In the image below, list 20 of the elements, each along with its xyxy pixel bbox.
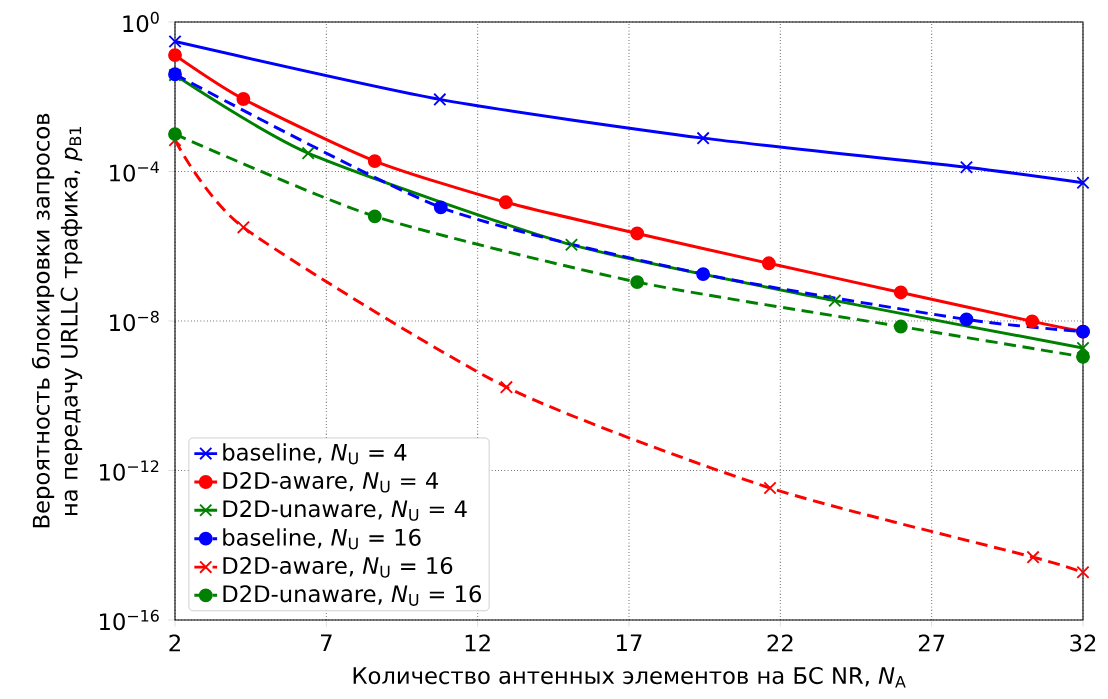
x-axis-title: Количество антенных элементов на БС NR, N$_{A}$	[353, 666, 906, 688]
y-tick-label: 10$^{−4}$	[110, 161, 159, 182]
legend-label: baseline, N$_{U}$ = 4	[223, 443, 407, 465]
x-tick-label: 2	[169, 634, 180, 652]
x-tick-label: 17	[617, 634, 642, 651]
x-tick-label: 32	[1070, 634, 1096, 652]
x-tick-label: 27	[918, 634, 945, 652]
legend-label: baseline, N$_{U}$ = 16	[223, 528, 421, 550]
legend-label: D2D-unaware, N$_{U}$ = 4	[223, 500, 467, 521]
y-tick-label: 10$^{−8}$	[110, 310, 159, 332]
legend-label: D2D-aware, N$_{U}$ = 4	[223, 471, 439, 493]
y-tick-label: 10$^{0}$	[123, 11, 159, 33]
x-tick-label: 7	[320, 634, 332, 651]
y-tick-label: 10$^{−16}$	[100, 609, 159, 631]
legend-label: D2D-unaware, N$_{U}$ = 16	[223, 585, 482, 606]
x-tick-label: 22	[767, 634, 793, 652]
legend-label: D2D-aware, N$_{U}$ = 16	[223, 556, 453, 578]
y-tick-label: 10$^{−12}$	[100, 460, 159, 481]
x-tick-label: 12	[465, 634, 490, 652]
y-axis-title: Вероятность блокировки запросов на передачу URLLC трафика, p$_{B1}$	[31, 113, 83, 528]
